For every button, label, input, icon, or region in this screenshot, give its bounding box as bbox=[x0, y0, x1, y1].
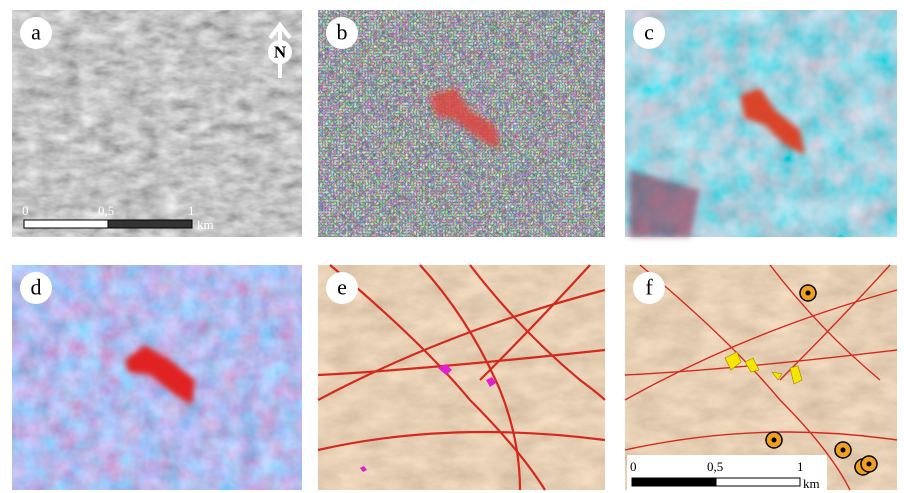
panel-label: c bbox=[644, 20, 654, 45]
north-label: N bbox=[274, 43, 287, 62]
panel-label: f bbox=[645, 275, 653, 300]
panel-label: d bbox=[31, 275, 42, 300]
scale-segment bbox=[108, 220, 192, 228]
panel-label: b bbox=[337, 20, 348, 45]
panel-a-image bbox=[12, 10, 302, 237]
scale-segment bbox=[24, 220, 108, 228]
scale-bar: 0 0,5 1 km bbox=[627, 455, 827, 491]
scale-segment bbox=[716, 478, 800, 486]
page: a b c d e f N 0 0,5 1 km 0 0,5 1 km (() … bbox=[0, 0, 904, 493]
figure: a b c d e f N 0 0,5 1 km 0 0,5 1 km bbox=[0, 0, 904, 493]
dot bbox=[841, 448, 846, 453]
scale-tick: 1 bbox=[188, 203, 195, 218]
scale-tick: 0,5 bbox=[98, 203, 114, 218]
scale-unit: km bbox=[197, 217, 214, 232]
dot bbox=[867, 462, 872, 467]
dot bbox=[772, 438, 777, 443]
panel-label: a bbox=[31, 20, 41, 45]
scale-tick: 0 bbox=[22, 203, 29, 218]
scale-tick: 0,5 bbox=[707, 459, 723, 474]
scale-tick: 1 bbox=[797, 459, 804, 474]
dot bbox=[806, 291, 811, 296]
scale-unit: km bbox=[803, 476, 820, 491]
scale-tick: 0 bbox=[630, 459, 637, 474]
panel-label: e bbox=[337, 275, 347, 300]
scale-segment bbox=[632, 478, 716, 486]
